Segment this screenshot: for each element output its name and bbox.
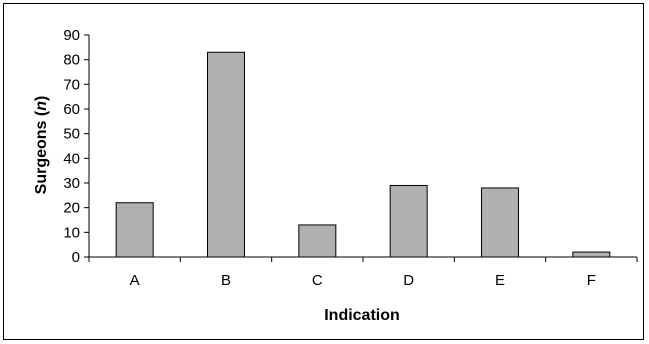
y-tick-label: 70 — [63, 76, 80, 93]
y-axis-title-suffix: ) — [33, 96, 50, 101]
y-axis-title: Surgeons (n) — [33, 96, 50, 195]
x-tick-label: B — [221, 272, 231, 289]
y-tick-label: 40 — [63, 150, 80, 167]
chart-frame — [3, 3, 644, 340]
y-ticks-group: 0 10 20 30 40 50 60 70 80 90 — [63, 27, 89, 266]
y-axis-title-prefix: Surgeons ( — [33, 110, 50, 194]
bar-f — [572, 251, 611, 258]
bars-group — [115, 51, 611, 258]
x-ticks-group: A B C D E F — [88, 257, 638, 289]
x-tick-label: C — [312, 272, 323, 289]
x-tick-label: D — [403, 272, 414, 289]
bar-b — [207, 51, 245, 258]
bar-e — [481, 187, 519, 258]
bar-d — [389, 184, 428, 258]
y-tick-label: 0 — [72, 249, 80, 266]
y-tick-label: 30 — [63, 175, 80, 192]
y-tick-label: 10 — [63, 224, 80, 241]
bar-a — [115, 202, 154, 258]
x-tick-label: E — [495, 272, 505, 289]
y-tick-label: 80 — [63, 52, 80, 69]
x-axis-title: Indication — [324, 307, 400, 324]
bar-c — [298, 224, 337, 258]
y-tick-label: 20 — [63, 200, 80, 217]
y-tick-label: 60 — [63, 101, 80, 118]
x-tick-label: A — [130, 272, 140, 289]
y-tick-label: 50 — [63, 126, 80, 143]
y-tick-label: 90 — [63, 27, 80, 44]
y-axis-title-italic: n — [33, 101, 50, 111]
x-tick-label: F — [587, 272, 596, 289]
